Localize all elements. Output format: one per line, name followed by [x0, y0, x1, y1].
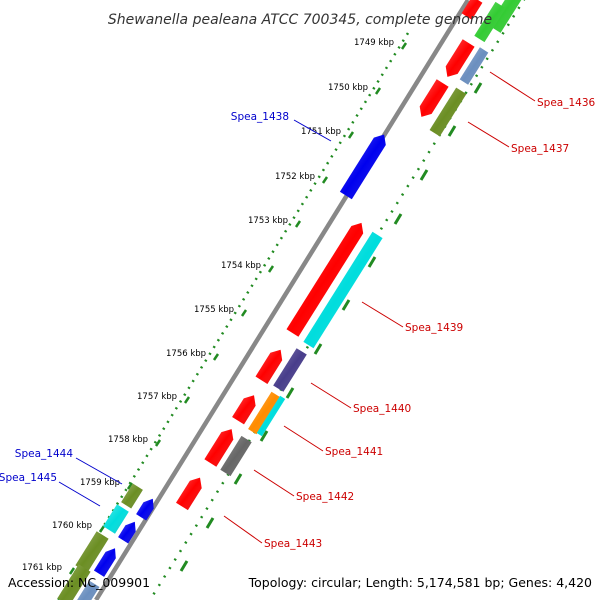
gene-label: Spea_1441	[325, 446, 383, 458]
label-leader-line	[293, 119, 332, 142]
gene-feature-green-inner-shade	[474, 1, 506, 43]
gene-feature-steel-shade	[77, 580, 100, 600]
gene-label: Spea_1436	[537, 97, 596, 109]
tick-label: 1755 kbp	[194, 305, 234, 315]
gene-feature-red-long-shade	[286, 222, 364, 337]
tick-label: 1753 kbp	[248, 216, 288, 226]
label-leader-line	[283, 425, 324, 452]
gene-feature-orange-shade	[248, 391, 280, 435]
label-leader-line	[361, 301, 404, 328]
gene-feature-cyan-shade	[103, 504, 129, 534]
gene-feature-blue-shade	[118, 521, 136, 544]
gene-feature-cyan-shade	[256, 395, 286, 437]
tick-mark	[347, 131, 355, 139]
tick-mark	[98, 525, 106, 533]
tick-label: 1750 kbp	[328, 83, 368, 93]
gene-feature-red-shade	[176, 477, 202, 511]
tick-label: 1751 kbp	[301, 127, 341, 137]
inner-tick-mark	[419, 169, 429, 181]
gene-feature-olive-shade	[429, 87, 467, 137]
tick-mark	[267, 265, 275, 273]
gene-feature-olive-shade	[75, 531, 109, 573]
backbone-line	[94, 0, 470, 600]
label-leader-line	[489, 71, 536, 102]
gene-feature-red-shade	[204, 429, 234, 467]
gene-feature-olive-shade	[121, 483, 143, 509]
gene-label: Spea_1438	[231, 111, 289, 123]
label-leaders	[58, 71, 536, 544]
tick-label: 1761 kbp	[22, 563, 62, 573]
tick-mark	[240, 309, 248, 317]
summary-text: Topology: circular; Length: 5,174,581 bp…	[248, 575, 592, 590]
gene-feature-red-shade	[255, 349, 283, 384]
tick-label: 1756 kbp	[166, 349, 206, 359]
map-title: Shewanella pealeana ATCC 700345, complet…	[108, 12, 492, 28]
tick-mark	[212, 353, 220, 361]
gene-feature-gray-shade	[220, 435, 252, 477]
gene-feature-blue-shade	[339, 134, 386, 200]
inner-tick-mark	[341, 299, 351, 311]
label-leader-line	[58, 481, 101, 507]
gene-label: Spea_1445	[0, 472, 57, 484]
gene-feature-red-shade	[445, 39, 475, 77]
label-leader-line	[75, 457, 123, 485]
gene-label: Spea_1444	[15, 448, 74, 460]
tick-mark	[321, 176, 329, 184]
gene-label: Spea_1442	[296, 491, 354, 503]
gene-feature-steel-shade	[459, 47, 489, 85]
inner-tick-mark	[259, 430, 269, 442]
inner-tick-mark	[447, 125, 457, 137]
tick-mark	[126, 482, 134, 490]
tick-label: 1757 kbp	[137, 392, 177, 402]
gene-labels: Spea_1436 Spea_1437 Spea_1438 Spea_1439 Spea…	[0, 97, 596, 550]
gene-label: Spea_1443	[264, 538, 322, 550]
gene-feature-red-shade	[232, 395, 256, 425]
gene-feature-red-shade	[419, 79, 449, 117]
tick-mark	[374, 87, 382, 95]
tick-mark	[183, 396, 191, 404]
gene-label: Spea_1440	[353, 403, 411, 415]
tick-mark	[154, 439, 162, 447]
tick-mark	[400, 42, 408, 50]
gene-feature-blue-shade	[136, 498, 154, 521]
tick-label: 1749 kbp	[354, 38, 394, 48]
tick-mark	[68, 567, 76, 575]
accession-text: Accession: NC_009901	[8, 575, 150, 590]
inner-tick-mark	[393, 213, 403, 225]
tick-label: 1752 kbp	[275, 172, 315, 182]
gene-features	[57, 0, 522, 600]
gene-feature-olive-shade	[57, 564, 91, 600]
gene-feature-blue-shade	[93, 548, 116, 577]
inner-tick-mark	[205, 517, 215, 529]
inner-tick-mark	[473, 82, 483, 94]
tick-marks: 1749 kbp 1750 kbp 1751 kbp 1752 kbp 1753 kbp…	[22, 38, 483, 575]
tick-mark	[294, 220, 302, 228]
tick-label: 1754 kbp	[221, 261, 261, 271]
inner-tick-mark	[285, 387, 295, 399]
inner-tick-mark	[367, 256, 377, 268]
tick-label: 1760 kbp	[52, 521, 92, 531]
gene-label: Spea_1439	[405, 322, 463, 334]
gene-feature-cyan-long-shade	[303, 231, 383, 349]
gene-label: Spea_1437	[511, 143, 569, 155]
label-leader-line	[467, 121, 510, 148]
inner-tick-mark	[179, 560, 189, 572]
label-leader-line	[253, 469, 295, 497]
label-leader-line	[223, 515, 263, 544]
inner-tick-mark	[233, 473, 243, 485]
gene-feature-red-shade	[461, 0, 483, 20]
gene-feature-green-shade	[488, 0, 522, 33]
tick-label: 1759 kbp	[80, 478, 120, 488]
label-leader-line	[310, 382, 352, 409]
inner-tick-mark	[313, 343, 323, 355]
gene-feature-purple-shade	[273, 348, 307, 392]
tick-label: 1758 kbp	[108, 435, 148, 445]
